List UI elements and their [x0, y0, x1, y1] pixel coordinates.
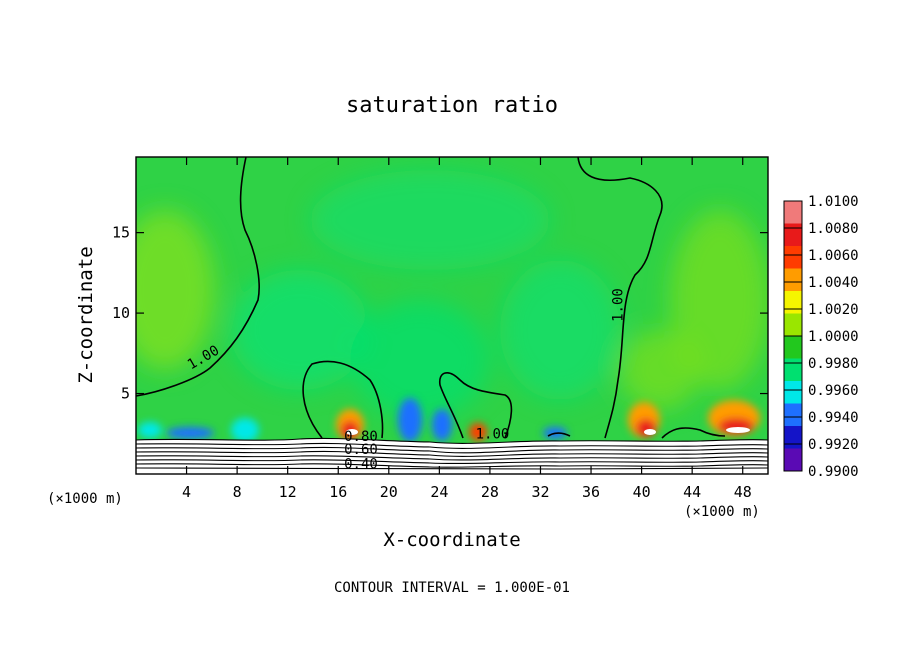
colorbar-swatch [784, 381, 802, 404]
colorbar: 1.0100 1.0080 1.0060 1.0040 1.0020 1.0000 0.99… [783, 194, 859, 480]
saturation-max-marker [726, 427, 750, 433]
contour-label: 0.80 [344, 429, 378, 445]
plot-frame [135, 156, 769, 475]
colorbar-label: 1.0080 [808, 221, 859, 237]
colorbar-label: 1.0040 [808, 275, 859, 291]
x-unit-left: (×1000 m) [47, 491, 123, 507]
plot-area: 1.001.001.000.800.600.40 [136, 157, 768, 474]
y-axis-label: Z-coordinate [75, 246, 97, 383]
x-axis: 4 8 12 16 20 24 28 32 36 40 44 48 [182, 157, 752, 501]
colorbar-swatch [784, 448, 802, 472]
y-axis: 5 10 15 [112, 224, 768, 403]
x-tick-label: 36 [582, 483, 600, 501]
x-tick-label: 12 [279, 483, 297, 501]
x-unit-right: (×1000 m) [684, 504, 760, 520]
colorbar-swatch [784, 201, 802, 224]
x-tick-label: 24 [430, 483, 448, 501]
contour-label: 0.40 [344, 456, 378, 472]
x-axis-label: X-coordinate [383, 529, 520, 551]
saturation-max-marker [346, 429, 358, 435]
y-tick-label: 5 [121, 385, 130, 403]
colorbar-swatch [784, 291, 802, 314]
y-tick-label: 10 [112, 304, 130, 322]
x-tick-label: 28 [481, 483, 499, 501]
colorbar-swatch [784, 358, 802, 382]
x-tick-label: 20 [380, 483, 398, 501]
colorbar-label: 0.9920 [808, 437, 859, 453]
colorbar-swatch [784, 426, 802, 449]
colorbar-label: 0.9980 [808, 356, 859, 372]
saturation-max-marker [644, 429, 656, 435]
colorbar-label: 0.9900 [808, 464, 859, 480]
field-shading [136, 170, 768, 420]
x-tick-label: 48 [734, 483, 752, 501]
colorbar-label: 0.9960 [808, 383, 859, 399]
colorbar-label: 1.0060 [808, 248, 859, 264]
x-tick-label: 44 [683, 483, 701, 501]
contour-label: 1.00 [611, 288, 627, 322]
y-tick-label: 15 [112, 224, 130, 242]
x-tick-label: 32 [531, 483, 549, 501]
colorbar-swatch [784, 223, 802, 247]
contour-interval-footer: CONTOUR INTERVAL = 1.000E-01 [334, 580, 570, 596]
chart-title: saturation ratio [346, 93, 558, 118]
colorbar-swatch [784, 246, 802, 269]
x-tick-label: 40 [633, 483, 651, 501]
colorbar-label: 1.0100 [808, 194, 859, 210]
colorbar-label: 0.9940 [808, 410, 859, 426]
contour-label: 0.60 [344, 442, 378, 458]
x-tick-label: 4 [182, 483, 191, 501]
contour-1p00 [136, 157, 726, 439]
colorbar-label: 1.0000 [808, 329, 859, 345]
terrain [136, 437, 768, 474]
x-tick-label: 8 [233, 483, 242, 501]
contour-label: 1.00 [476, 427, 510, 443]
colorbar-label: 1.0020 [808, 302, 859, 318]
colorbar-swatch [784, 313, 802, 337]
colorbar-swatch [784, 336, 802, 359]
colorbar-swatch [784, 403, 802, 427]
colorbar-swatch [784, 268, 802, 292]
x-tick-label: 16 [329, 483, 347, 501]
